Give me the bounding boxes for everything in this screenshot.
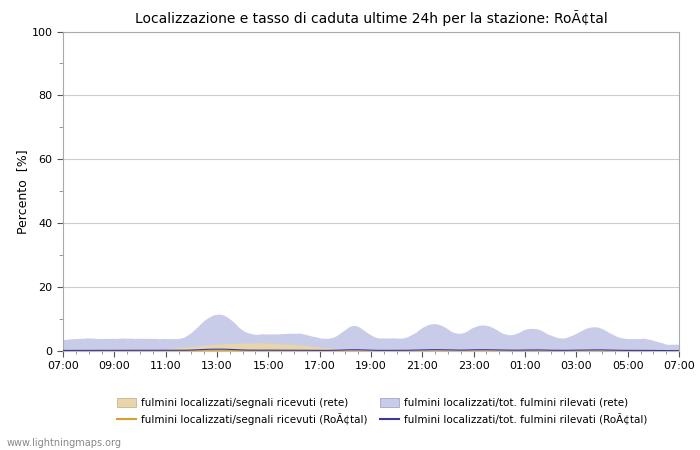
Legend: fulmini localizzati/segnali ricevuti (rete), fulmini localizzati/segnali ricevut: fulmini localizzati/segnali ricevuti (re… bbox=[118, 398, 648, 425]
Y-axis label: Percento  [%]: Percento [%] bbox=[16, 149, 29, 234]
Text: www.lightningmaps.org: www.lightningmaps.org bbox=[7, 438, 122, 448]
Title: Localizzazione e tasso di caduta ultime 24h per la stazione: RoÃ¢tal: Localizzazione e tasso di caduta ultime … bbox=[134, 10, 608, 26]
